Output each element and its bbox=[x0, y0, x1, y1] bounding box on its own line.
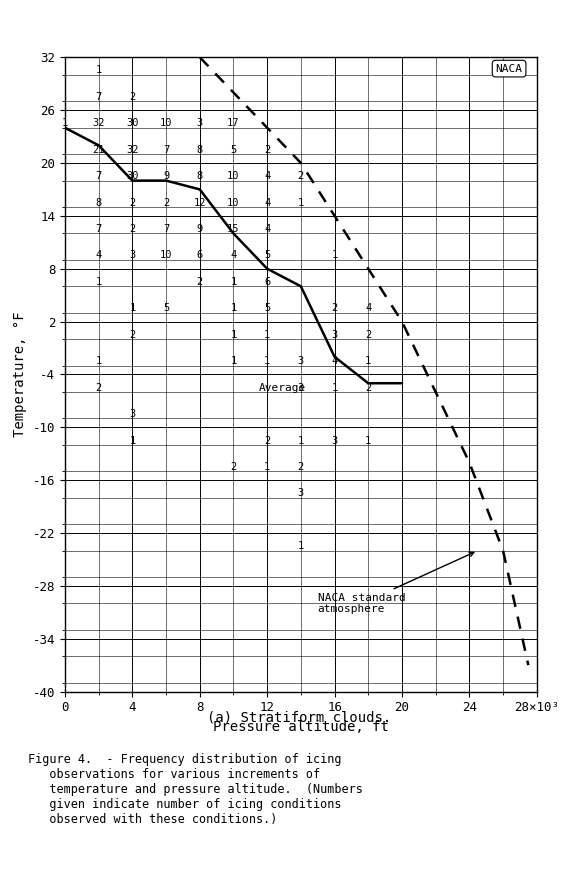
Text: 1: 1 bbox=[62, 118, 68, 129]
Text: 10: 10 bbox=[227, 171, 240, 181]
Text: 1: 1 bbox=[129, 435, 136, 446]
Text: 8: 8 bbox=[95, 197, 102, 208]
Text: 32: 32 bbox=[126, 144, 138, 155]
Text: 3: 3 bbox=[298, 356, 304, 366]
Text: 21: 21 bbox=[93, 144, 105, 155]
Text: 2: 2 bbox=[129, 197, 136, 208]
Text: 1: 1 bbox=[298, 435, 304, 446]
Text: 8: 8 bbox=[197, 171, 203, 181]
Text: Figure 4.  - Frequency distribution of icing
   observations for various increme: Figure 4. - Frequency distribution of ic… bbox=[28, 753, 363, 826]
Text: 4: 4 bbox=[365, 303, 371, 314]
X-axis label: Pressure altitude, ft: Pressure altitude, ft bbox=[213, 720, 389, 734]
Text: 4: 4 bbox=[264, 197, 270, 208]
Text: 4: 4 bbox=[264, 224, 270, 234]
Text: 1: 1 bbox=[95, 65, 102, 76]
Text: 1: 1 bbox=[95, 356, 102, 366]
Text: 7: 7 bbox=[95, 92, 102, 102]
Text: 10: 10 bbox=[227, 197, 240, 208]
Text: 2: 2 bbox=[95, 382, 102, 393]
Text: 5: 5 bbox=[163, 303, 169, 314]
Text: 2: 2 bbox=[298, 462, 304, 472]
Text: 32: 32 bbox=[93, 118, 105, 129]
Text: 4: 4 bbox=[95, 250, 102, 261]
Text: (a) Stratiform clouds.: (a) Stratiform clouds. bbox=[207, 711, 392, 725]
Text: 6: 6 bbox=[264, 277, 270, 287]
Text: 7: 7 bbox=[163, 224, 169, 234]
Text: 7: 7 bbox=[95, 224, 102, 234]
Text: 2: 2 bbox=[163, 197, 169, 208]
Text: 8: 8 bbox=[197, 144, 203, 155]
Text: 2: 2 bbox=[365, 329, 371, 340]
Text: 10: 10 bbox=[160, 250, 172, 261]
Text: 17: 17 bbox=[227, 118, 240, 129]
Text: 1: 1 bbox=[298, 197, 304, 208]
Text: 2: 2 bbox=[264, 435, 270, 446]
Text: 2: 2 bbox=[365, 382, 371, 393]
Text: 3: 3 bbox=[197, 118, 203, 129]
Text: 12: 12 bbox=[194, 197, 206, 208]
Text: 3: 3 bbox=[129, 409, 136, 419]
Text: 2: 2 bbox=[197, 277, 203, 287]
Text: 2: 2 bbox=[298, 171, 304, 181]
Text: 1: 1 bbox=[264, 356, 270, 366]
Text: 2: 2 bbox=[129, 224, 136, 234]
Text: 1: 1 bbox=[231, 277, 237, 287]
Text: 3: 3 bbox=[298, 382, 304, 393]
Text: 1: 1 bbox=[365, 435, 371, 446]
Text: 10: 10 bbox=[160, 118, 172, 129]
Text: 9: 9 bbox=[197, 224, 203, 234]
Text: 2: 2 bbox=[129, 92, 136, 102]
Text: 1: 1 bbox=[231, 356, 237, 366]
Text: 1: 1 bbox=[129, 303, 136, 314]
Text: 1: 1 bbox=[231, 303, 237, 314]
Text: 2: 2 bbox=[264, 144, 270, 155]
Text: 1: 1 bbox=[332, 250, 338, 261]
Text: 3: 3 bbox=[332, 329, 338, 340]
Text: 1: 1 bbox=[264, 462, 270, 472]
Text: 1: 1 bbox=[95, 277, 102, 287]
Text: 7: 7 bbox=[163, 144, 169, 155]
Text: 7: 7 bbox=[95, 171, 102, 181]
Text: 5: 5 bbox=[264, 303, 270, 314]
Text: 1: 1 bbox=[231, 329, 237, 340]
Text: Average: Average bbox=[259, 382, 306, 393]
Text: NACA: NACA bbox=[496, 63, 523, 74]
Text: 3: 3 bbox=[332, 435, 338, 446]
Text: 30: 30 bbox=[126, 171, 138, 181]
Text: 3: 3 bbox=[129, 250, 136, 261]
Text: 5: 5 bbox=[231, 144, 237, 155]
Text: 5: 5 bbox=[264, 250, 270, 261]
Text: 15: 15 bbox=[227, 224, 240, 234]
Text: 2: 2 bbox=[332, 303, 338, 314]
Text: 6: 6 bbox=[197, 250, 203, 261]
Text: 9: 9 bbox=[163, 171, 169, 181]
Text: 3: 3 bbox=[298, 488, 304, 499]
Text: 2: 2 bbox=[231, 462, 237, 472]
Text: 1: 1 bbox=[298, 541, 304, 552]
Text: 1: 1 bbox=[332, 382, 338, 393]
Text: 30: 30 bbox=[126, 118, 138, 129]
Y-axis label: Temperature, °F: Temperature, °F bbox=[13, 312, 27, 437]
Text: 1: 1 bbox=[365, 356, 371, 366]
Text: 4: 4 bbox=[231, 250, 237, 261]
Text: 4: 4 bbox=[264, 171, 270, 181]
Text: 2: 2 bbox=[129, 329, 136, 340]
Text: 4: 4 bbox=[332, 356, 338, 366]
Text: NACA standard
atmosphere: NACA standard atmosphere bbox=[318, 552, 474, 614]
Text: 1: 1 bbox=[264, 329, 270, 340]
